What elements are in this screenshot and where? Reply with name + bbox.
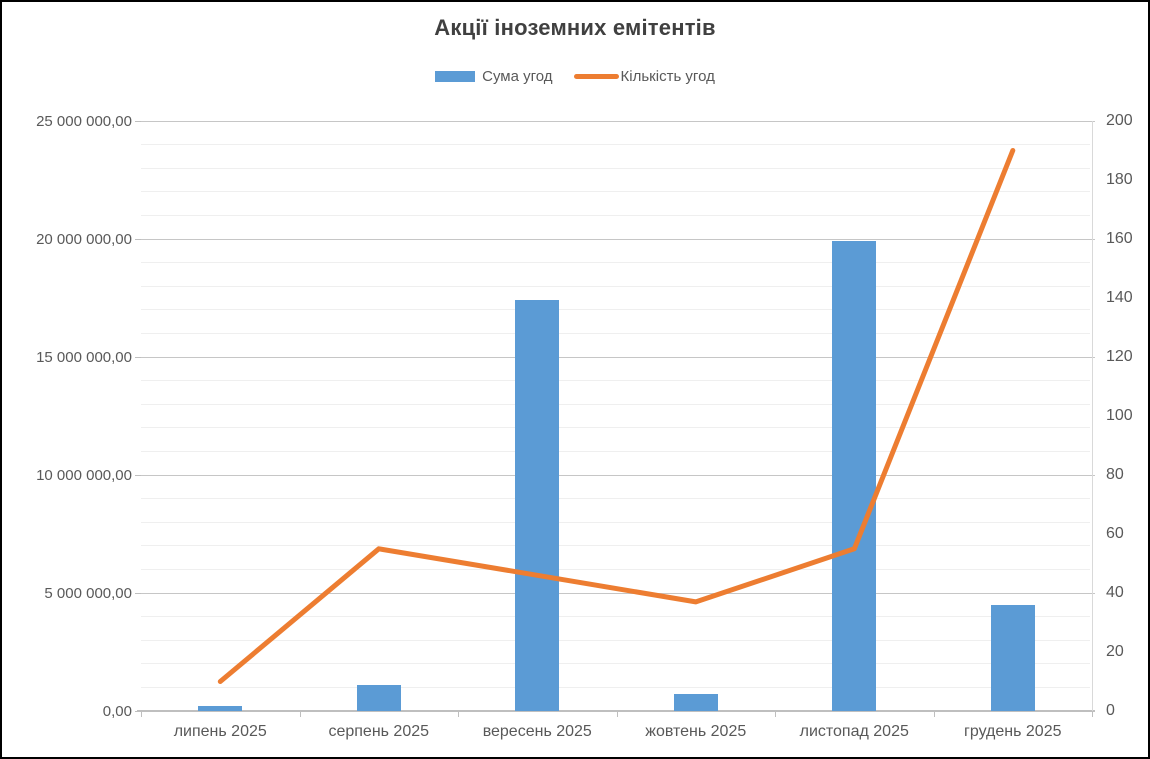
line-series-swatch	[573, 74, 619, 79]
right-axis-tick-label: 180	[1106, 171, 1133, 188]
left-axis-tick-label: 10 000 000,00	[36, 466, 132, 484]
x-axis-category-label: грудень 2025	[964, 723, 1062, 740]
legend-label-bar-series: Сума угод	[482, 68, 553, 85]
left-axis-tick-label: 15 000 000,00	[36, 348, 132, 366]
legend: Сума угод Кількість угод	[2, 68, 1148, 85]
minor-gridline	[141, 309, 1090, 311]
line-series-path	[217, 148, 1016, 684]
minor-gridline	[141, 639, 1090, 641]
right-axis-tick-label: 120	[1106, 348, 1133, 365]
minor-gridline	[141, 285, 1090, 287]
left-axis-tick	[135, 238, 141, 240]
major-gridline	[141, 120, 1095, 122]
bar-series-swatch	[435, 71, 476, 82]
legend-label-line-series: Кількість угод	[620, 68, 715, 85]
major-gridline	[141, 592, 1095, 594]
x-axis-tick	[1092, 711, 1093, 717]
right-axis-tick-label: 20	[1106, 643, 1124, 660]
x-axis-tick	[458, 711, 459, 717]
minor-gridline	[141, 214, 1090, 216]
left-axis-tick-label: 0,00	[102, 702, 132, 720]
x-axis-category-label: жовтень 2025	[645, 723, 747, 740]
x-axis-tick	[141, 711, 142, 717]
left-axis-tick	[135, 120, 141, 122]
minor-gridline	[141, 521, 1090, 523]
right-axis-tick-label: 60	[1106, 525, 1124, 542]
left-axis-tick	[135, 474, 141, 476]
right-axis-tick-label: 140	[1106, 289, 1133, 306]
legend-item-bar-series[interactable]: Сума угод	[435, 68, 553, 85]
major-gridline	[141, 356, 1095, 358]
left-axis-tick-label: 20 000 000,00	[36, 230, 132, 248]
left-axis-tick	[135, 356, 141, 358]
right-axis-tick-label: 160	[1106, 230, 1133, 247]
right-axis-tick-label: 40	[1106, 584, 1124, 601]
minor-gridline	[141, 380, 1090, 382]
x-axis-category-label: вересень 2025	[482, 723, 592, 740]
right-axis-tick-label: 0	[1106, 702, 1115, 719]
bar-грудень 2025	[990, 604, 1035, 711]
right-axis-tick-label: 200	[1106, 112, 1133, 129]
right-axis-tick-label: 100	[1106, 407, 1133, 424]
minor-gridline	[141, 686, 1090, 688]
right-axis-tick-label: 80	[1106, 466, 1124, 483]
minor-gridline	[141, 262, 1090, 264]
minor-gridline	[141, 616, 1090, 618]
minor-gridline	[141, 663, 1090, 665]
minor-gridline	[141, 403, 1090, 405]
bar-серпень 2025	[356, 685, 401, 711]
x-axis-category-label: липень 2025	[173, 723, 267, 740]
minor-gridline	[141, 191, 1090, 193]
major-gridline	[141, 474, 1095, 476]
bar-жовтень 2025	[673, 694, 718, 711]
minor-gridline	[141, 450, 1090, 452]
left-axis-tick	[135, 710, 141, 712]
right-axis-line	[1092, 121, 1093, 711]
x-axis-tick	[775, 711, 776, 717]
left-axis-tick-label: 25 000 000,00	[36, 112, 132, 130]
chart-title: Акції іноземних емітентів	[434, 15, 716, 40]
minor-gridline	[141, 332, 1090, 334]
minor-gridline	[141, 498, 1090, 500]
left-axis-tick	[135, 592, 141, 594]
x-axis-tick	[299, 711, 301, 717]
x-axis-tick	[616, 711, 618, 717]
x-axis-category-label: серпень 2025	[328, 723, 430, 740]
bar-липень 2025	[198, 706, 243, 711]
left-axis-tick-label: 5 000 000,00	[44, 584, 132, 602]
minor-gridline	[141, 568, 1090, 570]
bar-вересень 2025	[515, 300, 560, 711]
major-gridline	[141, 238, 1095, 240]
legend-item-line-series[interactable]: Кількість угод	[573, 68, 715, 85]
minor-gridline	[141, 545, 1090, 547]
minor-gridline	[141, 167, 1090, 169]
x-axis-line	[137, 710, 1095, 712]
minor-gridline	[141, 427, 1090, 429]
x-axis-category-label: листопад 2025	[799, 723, 909, 740]
bar-листопад 2025	[832, 241, 877, 711]
minor-gridline	[141, 144, 1090, 146]
x-axis-tick	[933, 711, 935, 717]
